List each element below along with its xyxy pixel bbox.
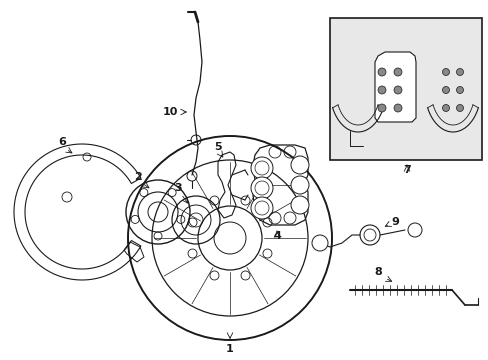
Polygon shape [374, 52, 415, 122]
Circle shape [377, 68, 385, 76]
Circle shape [250, 177, 272, 199]
Circle shape [456, 68, 463, 76]
Text: 10: 10 [162, 107, 177, 117]
Text: 9: 9 [390, 217, 398, 227]
Text: 5: 5 [214, 142, 222, 152]
Circle shape [456, 86, 463, 94]
Text: 7: 7 [402, 165, 410, 175]
Circle shape [290, 196, 308, 214]
Bar [329, 18, 481, 160]
Text: 3: 3 [174, 183, 182, 193]
Circle shape [393, 86, 401, 94]
Circle shape [359, 225, 379, 245]
Text: 1: 1 [225, 344, 233, 354]
Circle shape [311, 235, 327, 251]
Text: 8: 8 [373, 267, 381, 277]
Circle shape [456, 104, 463, 112]
Circle shape [290, 156, 308, 174]
Circle shape [393, 104, 401, 112]
Circle shape [442, 68, 448, 76]
Circle shape [377, 104, 385, 112]
Circle shape [250, 157, 272, 179]
Circle shape [407, 223, 421, 237]
Circle shape [250, 197, 272, 219]
Circle shape [290, 176, 308, 194]
Circle shape [442, 104, 448, 112]
Text: 4: 4 [272, 231, 281, 241]
Circle shape [377, 86, 385, 94]
Text: 6: 6 [58, 137, 66, 147]
Text: 2: 2 [134, 172, 142, 182]
Circle shape [393, 68, 401, 76]
Circle shape [442, 86, 448, 94]
